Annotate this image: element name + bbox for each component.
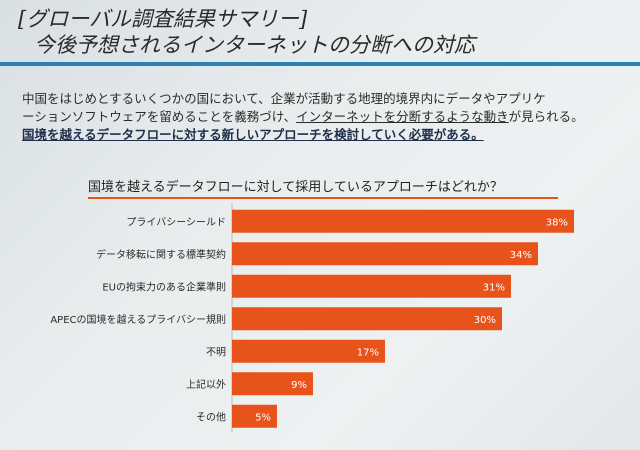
bar — [232, 372, 313, 396]
body-text: 中国をはじめとするいくつかの国において、企業が活動する地理的境界内にデータやアプ… — [22, 90, 634, 144]
body-line-2: ーションソフトウェアを留めることを義務づけ、インターネットを分断するような動きが… — [22, 108, 634, 126]
bar — [232, 339, 385, 363]
bar — [232, 242, 538, 266]
category-label: データ移転に関する標準契約 — [96, 248, 226, 261]
value-label: 34% — [510, 250, 532, 261]
category-label: プライバシーシールド — [126, 216, 226, 228]
bar — [232, 404, 277, 428]
body-line-2-post: が見られる。 — [508, 109, 584, 124]
category-label: APECの国境を越えるプライバシー規則 — [50, 313, 226, 326]
body-line-2-underlined: インターネットを分断するような動き — [296, 109, 509, 124]
value-label: 30% — [474, 315, 496, 326]
title-rule — [0, 62, 640, 66]
bar — [232, 274, 511, 298]
body-line-2-pre: ーションソフトウェアを留めることを義務づけ、 — [22, 109, 297, 124]
body-line-3: 国境を越えるデータフローに対する新しいアプローチを検討していく必要がある。 — [22, 127, 484, 142]
value-label: 17% — [357, 347, 379, 358]
body-line-1: 中国をはじめとするいくつかの国において、企業が活動する地理的境界内にデータやアプ… — [22, 91, 546, 106]
category-label: 不明 — [206, 346, 226, 358]
chart-title: 国境を越えるデータフローに対して採用しているアプローチはどれか？ — [88, 176, 558, 199]
value-label: 38% — [546, 217, 568, 228]
bar — [232, 307, 502, 331]
slide-title: [グローバル調査結果サマリー] — [18, 7, 308, 31]
value-label: 31% — [483, 282, 505, 293]
category-label: EUの拘束力のある企業準則 — [102, 280, 226, 293]
category-label: その他 — [196, 410, 226, 423]
bar — [232, 209, 574, 233]
value-label: 9% — [291, 380, 307, 391]
title-block: [グローバル調査結果サマリー] 今後予想されるインターネットの分断への対応 — [18, 6, 475, 58]
category-label: 上記以外 — [186, 378, 226, 391]
value-label: 5% — [255, 412, 271, 423]
slide-subtitle: 今後予想されるインターネットの分断への対応 — [34, 33, 475, 57]
